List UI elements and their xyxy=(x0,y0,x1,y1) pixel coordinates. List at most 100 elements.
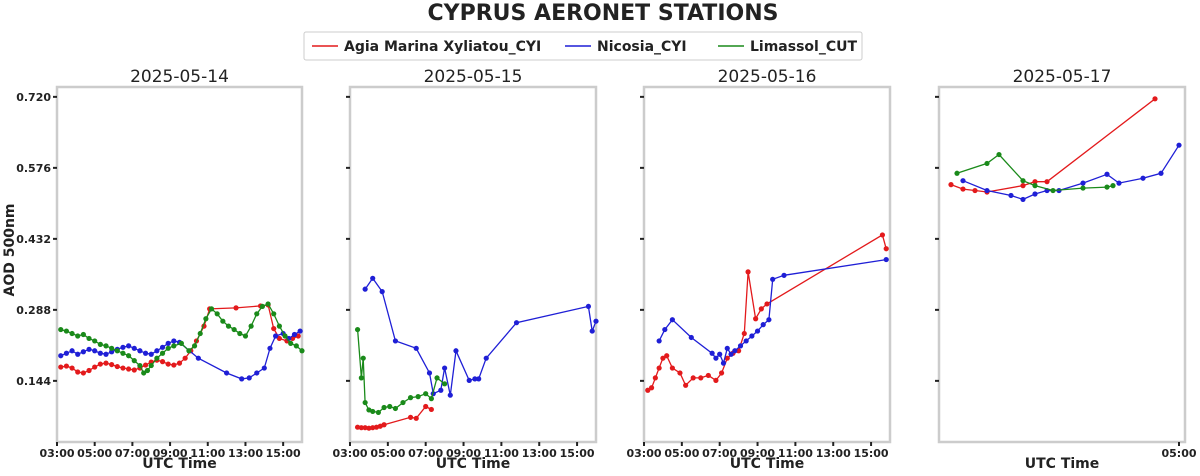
data-point xyxy=(415,394,421,400)
x-axis-label: UTC Time xyxy=(1025,456,1100,472)
data-point xyxy=(660,355,666,361)
data-point xyxy=(438,387,444,393)
data-point xyxy=(131,345,137,351)
x-tick-label: 11:00 xyxy=(778,447,813,460)
x-tick-label: 05:00 xyxy=(77,447,112,460)
data-point xyxy=(178,340,184,346)
data-point xyxy=(648,385,655,391)
data-point xyxy=(214,311,220,317)
data-point xyxy=(948,182,954,188)
data-point xyxy=(1032,179,1038,185)
data-point xyxy=(159,344,166,350)
y-tick-label: 0.432 xyxy=(16,233,51,246)
data-point xyxy=(677,370,683,376)
series-line xyxy=(647,233,887,391)
data-point xyxy=(360,355,366,361)
chart-title: CYPRUS AERONET STATIONS xyxy=(428,1,779,26)
data-point xyxy=(1140,175,1146,181)
data-point xyxy=(423,403,429,410)
data-point xyxy=(208,306,215,312)
data-point xyxy=(407,414,414,420)
data-point xyxy=(276,335,282,342)
panel-frame xyxy=(348,85,598,444)
series-line xyxy=(962,144,1180,201)
data-point xyxy=(224,370,230,376)
x-tick-label: 11:00 xyxy=(484,447,519,460)
data-point xyxy=(585,303,592,310)
data-point xyxy=(1044,179,1050,185)
data-point xyxy=(248,323,254,329)
data-point xyxy=(753,316,759,322)
data-point xyxy=(254,370,260,376)
data-point xyxy=(191,343,198,349)
data-point xyxy=(1158,170,1164,176)
data-point xyxy=(442,365,448,371)
data-point xyxy=(370,275,376,281)
data-point xyxy=(171,343,177,349)
data-point xyxy=(63,350,70,356)
data-point xyxy=(109,361,115,368)
data-point xyxy=(764,301,770,307)
data-point xyxy=(758,306,764,312)
x-tick-label: 05:00 xyxy=(1161,447,1196,460)
data-point xyxy=(165,345,171,351)
data-point xyxy=(144,367,151,374)
data-point xyxy=(513,320,520,326)
data-point xyxy=(434,375,440,381)
data-point xyxy=(879,232,886,238)
data-point xyxy=(75,333,81,339)
data-point xyxy=(1080,180,1086,186)
data-point xyxy=(754,328,761,334)
series-nicosia-cyi xyxy=(656,256,889,366)
data-point xyxy=(749,333,755,339)
data-point xyxy=(737,343,744,349)
legend-label-agia-marina: Agia Marina Xyliatou_CYI xyxy=(344,39,541,55)
data-point xyxy=(381,422,387,428)
data-point xyxy=(426,370,433,376)
x-tick-label: 09:00 xyxy=(740,447,775,460)
data-point xyxy=(713,355,719,361)
data-point xyxy=(154,355,160,361)
panel-title: 2025-05-14 xyxy=(130,67,229,87)
data-point xyxy=(109,345,115,351)
x-tick-label: 15:00 xyxy=(560,447,595,460)
series-nicosia-cyi xyxy=(58,328,303,382)
data-point xyxy=(1116,180,1122,186)
panel-frame xyxy=(937,85,1187,444)
panel-4: 2025-05-17 05:00 UTC Time xyxy=(935,67,1197,472)
data-point xyxy=(996,151,1002,158)
data-point xyxy=(358,375,364,381)
data-point xyxy=(154,348,160,354)
data-point xyxy=(688,334,694,341)
data-point xyxy=(362,399,368,406)
data-point xyxy=(293,343,299,349)
data-point xyxy=(97,361,103,367)
data-point xyxy=(392,405,399,412)
data-point xyxy=(237,330,243,337)
x-tick-label: 07:00 xyxy=(115,447,150,460)
data-point xyxy=(741,330,747,337)
x-tick-label: 05:00 xyxy=(370,447,405,460)
data-point xyxy=(186,348,192,354)
data-point xyxy=(652,375,658,381)
data-point xyxy=(103,351,109,357)
data-point xyxy=(103,343,109,349)
data-point xyxy=(75,369,81,375)
data-point xyxy=(159,350,166,356)
data-point xyxy=(1104,171,1110,177)
panel-title: 2025-05-15 xyxy=(424,67,523,87)
data-point xyxy=(80,370,86,376)
data-point xyxy=(1152,96,1158,102)
data-point xyxy=(176,360,183,366)
data-point xyxy=(713,377,719,383)
data-point xyxy=(1176,142,1182,148)
data-point xyxy=(97,350,103,356)
data-point xyxy=(683,382,689,388)
data-point xyxy=(483,355,489,361)
data-point xyxy=(225,323,232,329)
data-point xyxy=(220,318,226,324)
data-point xyxy=(299,348,305,354)
data-point xyxy=(720,360,727,366)
panel-3: 2025-05-16 03:00 05:00 07:00 09:00 11:00 13:00… xyxy=(626,67,892,472)
data-point xyxy=(1020,178,1026,184)
